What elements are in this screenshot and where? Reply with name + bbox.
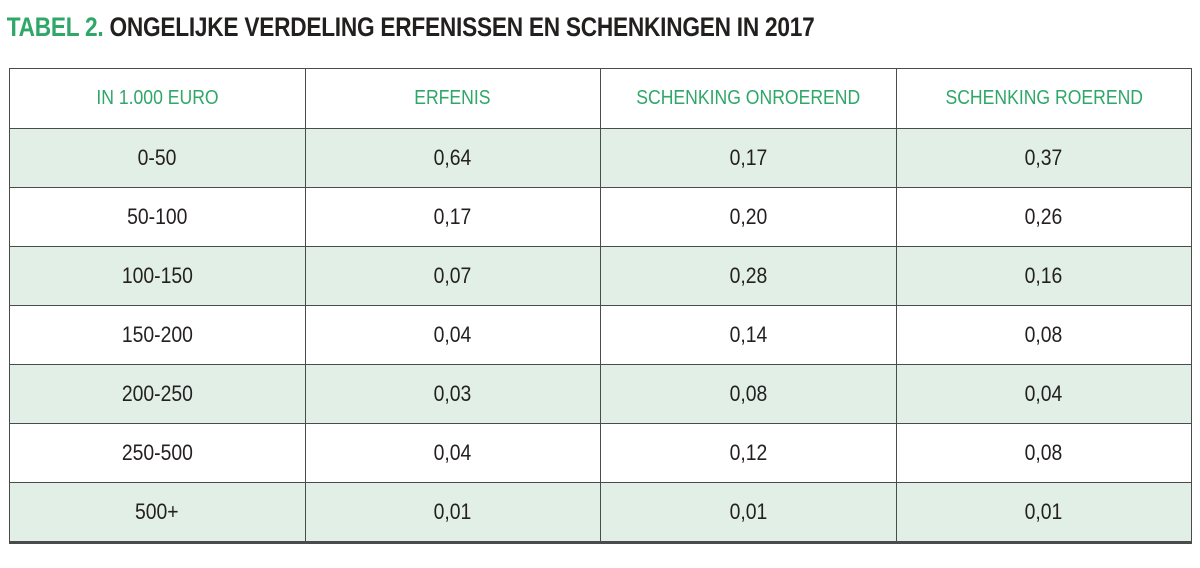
table-row-250-500: 250-500 0,04 0,12 0,08 bbox=[9, 423, 1192, 483]
cell-erfenis: 0,03 bbox=[304, 364, 601, 424]
table-title: TABEL 2. ONGELIJKE VERDELING ERFENISSEN … bbox=[0, 0, 1008, 43]
table-body: 0-50 0,64 0,17 0,37 50-100 0,17 0,20 0,2… bbox=[9, 128, 1192, 543]
table-title-text: ONGELIJKE VERDELING ERFENISSEN EN SCHENK… bbox=[103, 12, 815, 42]
cell-schenking-onroerend: 0,12 bbox=[600, 423, 897, 483]
cell-schenking-onroerend: 0,01 bbox=[600, 482, 897, 543]
cell-range: 50-100 bbox=[9, 187, 306, 247]
cell-value: 0,08 bbox=[1024, 322, 1063, 347]
cell-schenking-roerend: 0,08 bbox=[895, 305, 1192, 365]
cell-schenking-roerend: 0,16 bbox=[895, 246, 1192, 306]
cell-range: 200-250 bbox=[9, 364, 306, 424]
cell-value: 0,01 bbox=[1024, 499, 1063, 524]
cell-schenking-roerend: 0,01 bbox=[895, 482, 1192, 543]
table-row-100-150: 100-150 0,07 0,28 0,16 bbox=[9, 246, 1192, 306]
cell-value: 0,01 bbox=[433, 499, 472, 524]
cell-value: 0,12 bbox=[729, 440, 768, 465]
cell-schenking-roerend: 0,04 bbox=[895, 364, 1192, 424]
cell-erfenis: 0,17 bbox=[304, 187, 601, 247]
cell-value: 150-200 bbox=[121, 322, 193, 347]
data-table: IN 1.000 EURO ERFENIS SCHENKING ONROEREN… bbox=[9, 68, 1192, 544]
column-header-label: SCHENKING ROEREND bbox=[944, 87, 1143, 109]
cell-range: 0-50 bbox=[9, 128, 306, 188]
cell-value: 500+ bbox=[135, 499, 180, 524]
cell-erfenis: 0,04 bbox=[304, 423, 601, 483]
column-header-schenking-onroerend: SCHENKING ONROEREND bbox=[600, 68, 897, 129]
cell-value: 0,37 bbox=[1024, 145, 1063, 170]
cell-schenking-onroerend: 0,28 bbox=[600, 246, 897, 306]
cell-range: 100-150 bbox=[9, 246, 306, 306]
column-header-erfenis: ERFENIS bbox=[304, 68, 601, 129]
cell-value: 50-100 bbox=[127, 204, 188, 229]
column-header-schenking-roerend: SCHENKING ROEREND bbox=[895, 68, 1192, 129]
cell-range: 250-500 bbox=[9, 423, 306, 483]
cell-schenking-roerend: 0,26 bbox=[895, 187, 1192, 247]
table-title-number: TABEL 2. bbox=[6, 12, 104, 42]
cell-erfenis: 0,01 bbox=[304, 482, 601, 543]
cell-schenking-onroerend: 0,20 bbox=[600, 187, 897, 247]
cell-value: 0-50 bbox=[137, 145, 177, 170]
cell-value: 0,16 bbox=[1024, 263, 1063, 288]
cell-erfenis: 0,64 bbox=[304, 128, 601, 188]
cell-value: 0,04 bbox=[433, 322, 472, 347]
table-row-150-200: 150-200 0,04 0,14 0,08 bbox=[9, 305, 1192, 365]
cell-erfenis: 0,07 bbox=[304, 246, 601, 306]
cell-value: 0,08 bbox=[729, 381, 768, 406]
cell-value: 0,07 bbox=[433, 263, 472, 288]
cell-value: 250-500 bbox=[121, 440, 193, 465]
table-row-500-plus: 500+ 0,01 0,01 0,01 bbox=[9, 482, 1192, 543]
cell-value: 0,17 bbox=[433, 204, 472, 229]
cell-value: 0,26 bbox=[1024, 204, 1063, 229]
cell-value: 0,64 bbox=[433, 145, 472, 170]
cell-value: 0,04 bbox=[433, 440, 472, 465]
table-row-50-100: 50-100 0,17 0,20 0,26 bbox=[9, 187, 1192, 247]
cell-value: 0,03 bbox=[433, 381, 472, 406]
cell-value: 0,20 bbox=[729, 204, 768, 229]
cell-schenking-onroerend: 0,14 bbox=[600, 305, 897, 365]
cell-value: 0,14 bbox=[729, 322, 768, 347]
cell-schenking-onroerend: 0,17 bbox=[600, 128, 897, 188]
table-header: IN 1.000 EURO ERFENIS SCHENKING ONROEREN… bbox=[9, 68, 1192, 129]
cell-value: 0,04 bbox=[1024, 381, 1063, 406]
cell-erfenis: 0,04 bbox=[304, 305, 601, 365]
column-header-label: IN 1.000 EURO bbox=[96, 87, 219, 109]
cell-schenking-roerend: 0,08 bbox=[895, 423, 1192, 483]
cell-value: 100-150 bbox=[121, 263, 193, 288]
column-header-in-1000-euro: IN 1.000 EURO bbox=[9, 68, 306, 129]
cell-value: 0,01 bbox=[729, 499, 768, 524]
cell-value: 0,17 bbox=[729, 145, 768, 170]
column-header-label: ERFENIS bbox=[414, 87, 491, 109]
cell-value: 0,08 bbox=[1024, 440, 1063, 465]
cell-range: 150-200 bbox=[9, 305, 306, 365]
column-header-label: SCHENKING ONROEREND bbox=[636, 87, 861, 109]
table-row-0-50: 0-50 0,64 0,17 0,37 bbox=[9, 128, 1192, 188]
cell-schenking-onroerend: 0,08 bbox=[600, 364, 897, 424]
header-row: IN 1.000 EURO ERFENIS SCHENKING ONROEREN… bbox=[9, 68, 1192, 129]
table-row-200-250: 200-250 0,03 0,08 0,04 bbox=[9, 364, 1192, 424]
cell-schenking-roerend: 0,37 bbox=[895, 128, 1192, 188]
cell-value: 0,28 bbox=[729, 263, 768, 288]
cell-value: 200-250 bbox=[121, 381, 193, 406]
cell-range: 500+ bbox=[9, 482, 306, 543]
